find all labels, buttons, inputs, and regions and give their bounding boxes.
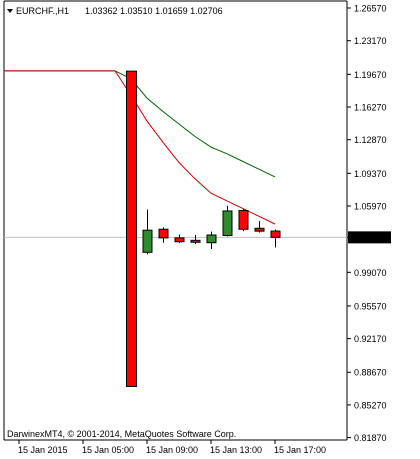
candle-body xyxy=(190,239,201,243)
price-tick-label: 1.16270 xyxy=(354,103,387,113)
candle[interactable] xyxy=(158,227,169,243)
candle[interactable] xyxy=(174,234,185,244)
candle-body xyxy=(206,234,217,244)
candle-body xyxy=(254,227,265,232)
price-tick-label: 1.09370 xyxy=(354,169,387,179)
price-tick-label: 1.26570 xyxy=(354,4,387,14)
candle[interactable] xyxy=(222,205,233,237)
time-tick-label: 15 Jan 2015 xyxy=(18,445,68,455)
candle[interactable] xyxy=(254,221,265,233)
ohlc-readout: 1.03362 1.03510 1.01659 1.02706 xyxy=(85,6,223,16)
time-tick-label: 15 Jan 05:00 xyxy=(82,445,134,455)
price-tick-label: 0.92170 xyxy=(354,334,387,344)
candle-body xyxy=(142,229,153,253)
candle[interactable] xyxy=(142,209,153,255)
candle-body xyxy=(126,70,137,387)
candle-body xyxy=(174,237,185,243)
candle[interactable] xyxy=(238,209,249,232)
price-tick-label: 1.19670 xyxy=(354,70,387,80)
price-tick-label: 1.23170 xyxy=(354,36,387,46)
price-tick-label: 0.99070 xyxy=(354,268,387,278)
time-tick-label: 15 Jan 09:00 xyxy=(146,445,198,455)
current-price-label: 1.02706 xyxy=(354,233,387,243)
candle-body xyxy=(238,210,249,230)
price-tick-label: 0.95570 xyxy=(354,301,387,311)
candlestick-series xyxy=(126,70,281,387)
price-tick-label: 1.12870 xyxy=(354,135,387,145)
price-tick-label: 0.81870 xyxy=(354,433,387,443)
candle[interactable] xyxy=(126,70,137,387)
price-tick-label: 0.88670 xyxy=(354,368,387,378)
current-price-tag xyxy=(348,231,391,244)
candle[interactable] xyxy=(206,231,217,249)
symbol-title: EURCHF.,H1 xyxy=(16,6,69,16)
price-tick-label: 1.05970 xyxy=(354,201,387,211)
time-tick-label: 15 Jan 17:00 xyxy=(274,445,326,455)
time-axis: 15 Jan 2015 15 Jan 05:00 15 Jan 09:00 15 Ja… xyxy=(18,440,326,455)
candle[interactable] xyxy=(270,229,281,248)
candle-body xyxy=(222,210,233,236)
candle-body xyxy=(158,228,169,239)
copyright-label: DarwinexMT4, © 2001-2014, MetaQuotes Sof… xyxy=(7,429,236,439)
price-axis: 1.26570 1.23170 1.19670 1.16270 1.12870 1.093… xyxy=(347,4,391,443)
candle-body xyxy=(270,230,281,238)
dropdown-triangle-icon[interactable] xyxy=(7,9,13,13)
price-tick-label: 0.85270 xyxy=(354,400,387,410)
time-tick-label: 15 Jan 13:00 xyxy=(210,445,262,455)
candle[interactable] xyxy=(190,235,201,245)
